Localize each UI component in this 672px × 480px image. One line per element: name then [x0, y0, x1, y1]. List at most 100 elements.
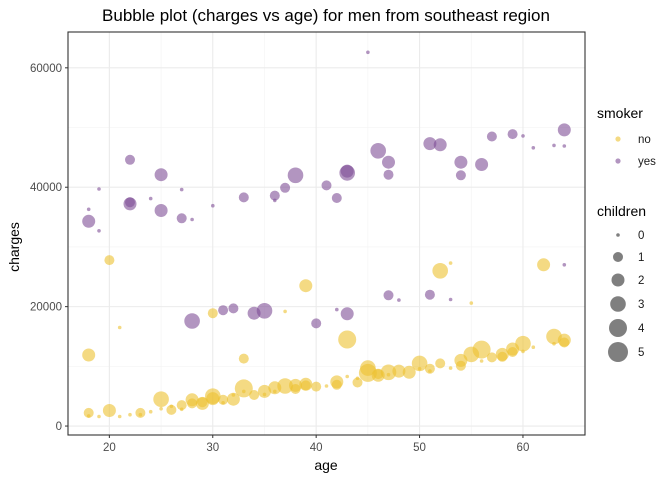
y-tick-label: 60000 — [30, 63, 62, 75]
data-point-yes — [321, 180, 332, 191]
data-point-no — [521, 349, 525, 354]
data-point-no — [417, 366, 422, 371]
data-point-yes — [228, 303, 239, 314]
data-point-no — [411, 355, 428, 372]
data-point-no — [432, 263, 449, 279]
data-point-yes — [335, 307, 339, 312]
data-point-yes — [331, 193, 342, 203]
legend-label-children-0: 0 — [638, 230, 644, 242]
data-point-yes — [433, 138, 447, 152]
data-point-yes — [340, 307, 354, 321]
data-point-yes — [97, 229, 101, 233]
data-point-no — [176, 400, 187, 411]
legend-label-children-5: 5 — [638, 347, 644, 359]
data-point-no — [386, 372, 391, 377]
legend-label-children-3: 3 — [638, 299, 644, 311]
data-point-no — [497, 351, 508, 362]
data-point-yes — [397, 298, 401, 302]
legend-children: children 0 1 2 3 4 5 — [597, 203, 646, 362]
data-point-no — [273, 389, 277, 394]
data-point-no — [290, 384, 301, 394]
data-point-no — [159, 406, 163, 411]
x-tick-label: 50 — [413, 442, 426, 454]
legend-key-children-5 — [608, 342, 628, 362]
y-tick-label: 40000 — [30, 182, 62, 194]
data-point-no — [135, 407, 146, 418]
data-point-yes — [154, 204, 168, 217]
legend-label-yes: yes — [638, 156, 656, 168]
legend-key-children-4 — [609, 319, 627, 337]
x-axis: 20 30 40 50 60 — [103, 435, 529, 454]
legend-label-children-1: 1 — [638, 252, 644, 264]
data-point-yes — [455, 170, 466, 181]
data-point-no — [355, 376, 360, 381]
data-point-yes — [269, 190, 280, 201]
data-point-no — [486, 352, 497, 363]
data-point-no — [138, 412, 143, 417]
data-point-yes — [238, 192, 249, 203]
data-point-no — [469, 301, 474, 305]
y-axis-title: charges — [6, 222, 22, 272]
data-point-yes — [424, 289, 435, 300]
data-point-no — [352, 377, 363, 388]
data-point-yes — [256, 303, 273, 319]
data-point-yes — [97, 187, 101, 191]
data-point-no — [153, 391, 169, 408]
legend-key-yes — [615, 158, 621, 164]
x-tick-label: 20 — [103, 442, 116, 454]
data-point-no — [380, 364, 397, 381]
data-point-no — [197, 397, 208, 408]
data-point-no — [472, 340, 491, 359]
data-point-no — [207, 308, 218, 319]
data-point-yes — [86, 207, 91, 212]
data-point-no — [242, 389, 246, 394]
data-point-no — [187, 398, 198, 409]
legend-children-title: children — [597, 203, 646, 219]
data-point-yes — [383, 290, 394, 301]
data-point-no — [360, 360, 376, 376]
data-point-no — [128, 412, 132, 417]
data-point-no — [479, 359, 484, 363]
data-point-yes — [176, 213, 187, 224]
data-point-no — [117, 325, 122, 330]
data-point-yes — [287, 167, 304, 184]
data-point-yes — [475, 158, 489, 171]
data-point-yes — [280, 182, 291, 193]
data-point-yes — [423, 137, 437, 151]
x-axis-title: age — [314, 457, 338, 473]
data-point-no — [205, 388, 221, 405]
data-point-no — [448, 261, 453, 265]
data-point-yes — [454, 155, 468, 169]
data-point-yes — [562, 263, 567, 267]
data-point-no — [283, 309, 287, 314]
data-point-yes — [273, 198, 277, 203]
data-point-yes — [486, 131, 497, 142]
data-point-no — [97, 414, 101, 419]
data-point-no — [435, 358, 446, 369]
data-point-yes — [562, 144, 567, 148]
data-point-no — [238, 353, 249, 364]
data-point-no — [221, 401, 225, 405]
data-point-yes — [154, 168, 168, 182]
data-point-no — [102, 404, 116, 417]
y-axis: 0 20000 40000 60000 — [30, 63, 68, 433]
data-point-no — [537, 258, 551, 272]
x-tick-label: 30 — [206, 442, 219, 454]
data-point-yes — [184, 313, 200, 329]
x-tick-label: 60 — [517, 442, 530, 454]
data-point-no — [531, 345, 536, 350]
data-point-no — [218, 394, 229, 405]
data-point-yes — [148, 196, 153, 201]
data-point-yes — [507, 129, 518, 140]
data-point-no — [277, 378, 293, 394]
data-point-yes — [125, 197, 135, 208]
data-point-yes — [557, 123, 571, 137]
legend-label-children-2: 2 — [638, 275, 644, 287]
data-point-no — [148, 409, 153, 414]
data-point-no — [338, 330, 357, 349]
panel-background — [68, 32, 585, 435]
data-point-no — [258, 384, 271, 398]
legend-smoker-title: smoker — [597, 105, 643, 121]
data-point-no — [234, 379, 253, 398]
